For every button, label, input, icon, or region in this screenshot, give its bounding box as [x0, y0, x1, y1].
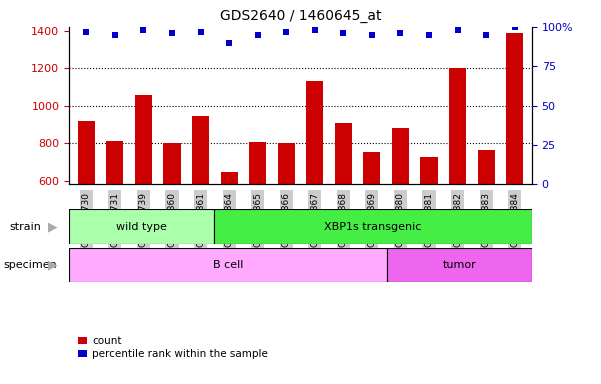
Text: tumor: tumor [443, 260, 477, 270]
Bar [449, 68, 466, 184]
Text: ▶: ▶ [48, 220, 58, 233]
Text: wild type: wild type [116, 222, 167, 232]
Text: strain: strain [9, 222, 41, 232]
Title: GDS2640 / 1460645_at: GDS2640 / 1460645_at [220, 9, 381, 23]
Point [224, 40, 234, 46]
Bar [106, 141, 123, 184]
Bar [387, 248, 532, 282]
Bar [249, 142, 266, 184]
Point [253, 31, 263, 38]
Bar [307, 81, 323, 184]
Bar [335, 123, 352, 184]
Point [510, 24, 519, 30]
Point [310, 27, 320, 33]
Point [395, 30, 405, 36]
Bar [421, 157, 438, 184]
Point [196, 28, 206, 35]
Point [424, 31, 434, 38]
Text: ▶: ▶ [48, 258, 58, 271]
Point [453, 27, 462, 33]
Bar [78, 121, 95, 184]
Bar [69, 209, 214, 244]
Point [167, 30, 177, 36]
Point [338, 30, 348, 36]
Point [367, 31, 377, 38]
Point [481, 31, 491, 38]
Point [110, 31, 120, 38]
Bar [69, 248, 387, 282]
Bar [278, 143, 294, 184]
Bar [163, 143, 180, 184]
Legend: count, percentile rank within the sample: count, percentile rank within the sample [75, 332, 272, 363]
Text: specimen: specimen [3, 260, 56, 270]
Point [82, 28, 91, 35]
Bar [192, 116, 209, 184]
Bar [392, 128, 409, 184]
Bar [214, 209, 532, 244]
Text: B cell: B cell [213, 260, 243, 270]
Bar [506, 33, 523, 184]
Bar [364, 152, 380, 184]
Text: XBP1s transgenic: XBP1s transgenic [324, 222, 421, 232]
Bar [478, 150, 495, 184]
Point [139, 27, 148, 33]
Point [281, 28, 291, 35]
Bar [221, 172, 237, 184]
Bar [135, 95, 152, 184]
